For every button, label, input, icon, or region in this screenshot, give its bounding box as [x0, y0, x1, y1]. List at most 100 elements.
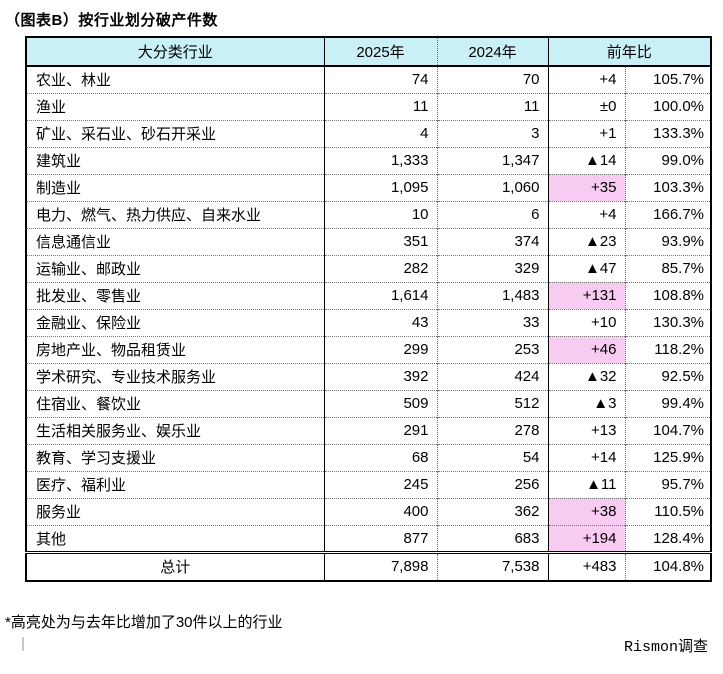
table-row: 医疗、福利业 245 256 ▲11 95.7% [26, 470, 712, 498]
industry-name-cell: 教育、学习支援业 [26, 443, 324, 471]
change-cell: +131 [547, 281, 625, 309]
value-2024-cell: 329 [436, 254, 548, 282]
change-cell: +4 [547, 66, 625, 93]
value-2025-cell: 877 [323, 524, 437, 552]
value-2025-cell: 245 [323, 470, 437, 498]
ratio-cell: 85.7% [624, 254, 712, 282]
ratio-cell: 128.4% [624, 524, 712, 552]
industry-name-cell: 渔业 [26, 92, 324, 120]
industry-name-cell: 住宿业、餐饮业 [26, 389, 324, 417]
industry-name-cell: 房地产业、物品租赁业 [26, 335, 324, 363]
ratio-cell: 105.7% [624, 66, 712, 93]
total-2025-value: 7,898 [323, 550, 437, 581]
value-2024-cell: 1,347 [436, 146, 548, 174]
change-cell: ±0 [547, 92, 625, 120]
value-2025-cell: 1,614 [323, 281, 437, 309]
value-2025-cell: 400 [323, 497, 437, 525]
total-row: 总计 7,898 7,538 +483 104.8% [26, 550, 712, 581]
table-row: 教育、学习支援业 68 54 +14 125.9% [26, 443, 712, 471]
industry-name-cell: 建筑业 [26, 146, 324, 174]
total-change-value: +483 [547, 550, 625, 581]
table-row: 生活相关服务业、娱乐业 291 278 +13 104.7% [26, 416, 712, 444]
value-2025-cell: 68 [323, 443, 437, 471]
industry-name-cell: 学术研究、专业技术服务业 [26, 362, 324, 390]
ratio-cell: 108.8% [624, 281, 712, 309]
table-row: 学术研究、专业技术服务业 392 424 ▲32 92.5% [26, 362, 712, 390]
change-cell: ▲47 [547, 254, 625, 282]
value-2024-cell: 6 [436, 200, 548, 228]
ratio-cell: 99.0% [624, 146, 712, 174]
value-2025-cell: 509 [323, 389, 437, 417]
value-2024-cell: 424 [436, 362, 548, 390]
table-row: 批发业、零售业 1,614 1,483 +131 108.8% [26, 281, 712, 309]
value-2024-cell: 11 [436, 92, 548, 120]
value-2025-cell: 1,333 [323, 146, 437, 174]
table-row: 房地产业、物品租赁业 299 253 +46 118.2% [26, 335, 712, 363]
value-2025-cell: 299 [323, 335, 437, 363]
industry-name-cell: 服务业 [26, 497, 324, 525]
value-2024-cell: 54 [436, 443, 548, 471]
value-2025-cell: 74 [323, 66, 437, 93]
value-2024-cell: 1,060 [436, 173, 548, 201]
value-2024-cell: 1,483 [436, 281, 548, 309]
header-2024: 2024年 [436, 37, 548, 67]
ratio-cell: 104.7% [624, 416, 712, 444]
value-2025-cell: 11 [323, 92, 437, 120]
total-ratio-value: 104.8% [624, 550, 712, 581]
value-2025-cell: 392 [323, 362, 437, 390]
industry-name-cell: 金融业、保险业 [26, 308, 324, 336]
value-2025-cell: 1,095 [323, 173, 437, 201]
table-row: 渔业 11 11 ±0 100.0% [26, 92, 712, 120]
value-2025-cell: 351 [323, 227, 437, 255]
table-row: 建筑业 1,333 1,347 ▲14 99.0% [26, 146, 712, 174]
table-row: 金融业、保险业 43 33 +10 130.3% [26, 308, 712, 336]
change-cell: +46 [547, 335, 625, 363]
value-2024-cell: 70 [436, 66, 548, 93]
industry-name-cell: 其他 [26, 524, 324, 552]
ratio-cell: 99.4% [624, 389, 712, 417]
industry-name-cell: 制造业 [26, 173, 324, 201]
value-2024-cell: 683 [436, 524, 548, 552]
ratio-cell: 166.7% [624, 200, 712, 228]
value-2024-cell: 362 [436, 497, 548, 525]
value-2024-cell: 374 [436, 227, 548, 255]
value-2025-cell: 10 [323, 200, 437, 228]
change-cell: +38 [547, 497, 625, 525]
industry-name-cell: 医疗、福利业 [26, 470, 324, 498]
header-2025: 2025年 [323, 37, 437, 67]
highlight-footnote: *高亮处为与去年比增加了30件以上的行业 [5, 614, 283, 631]
ratio-cell: 133.3% [624, 119, 712, 147]
change-cell: ▲23 [547, 227, 625, 255]
change-cell: ▲11 [547, 470, 625, 498]
source-credit: Rismon调查 [623, 639, 708, 656]
value-2025-cell: 282 [323, 254, 437, 282]
header-industry: 大分类行业 [26, 37, 324, 67]
industry-name-cell: 电力、燃气、热力供应、自来水业 [26, 200, 324, 228]
ratio-cell: 110.5% [624, 497, 712, 525]
ratio-cell: 125.9% [624, 443, 712, 471]
industry-name-cell: 运输业、邮政业 [26, 254, 324, 282]
ratio-cell: 103.3% [624, 173, 712, 201]
change-cell: ▲3 [547, 389, 625, 417]
value-2024-cell: 33 [436, 308, 548, 336]
ratio-cell: 93.9% [624, 227, 712, 255]
industry-bankruptcy-table: 大分类行业 2025年 2024年 前年比 农业、林业 74 70 +4 105.7% 渔… [25, 36, 713, 582]
value-2024-cell: 253 [436, 335, 548, 363]
change-cell: +4 [547, 200, 625, 228]
industry-name-cell: 信息通信业 [26, 227, 324, 255]
total-label: 总计 [26, 550, 324, 581]
header-yoy: 前年比 [547, 37, 712, 67]
change-cell: +13 [547, 416, 625, 444]
industry-name-cell: 矿业、采石业、砂石开采业 [26, 119, 324, 147]
table-row: 信息通信业 351 374 ▲23 93.9% [26, 227, 712, 255]
table-row: 农业、林业 74 70 +4 105.7% [26, 66, 712, 93]
change-cell: ▲32 [547, 362, 625, 390]
change-cell: +14 [547, 443, 625, 471]
ratio-cell: 92.5% [624, 362, 712, 390]
ratio-cell: 130.3% [624, 308, 712, 336]
table-row: 电力、燃气、热力供应、自来水业 10 6 +4 166.7% [26, 200, 712, 228]
change-cell: +1 [547, 119, 625, 147]
change-cell: +35 [547, 173, 625, 201]
value-2024-cell: 3 [436, 119, 548, 147]
value-2025-cell: 43 [323, 308, 437, 336]
